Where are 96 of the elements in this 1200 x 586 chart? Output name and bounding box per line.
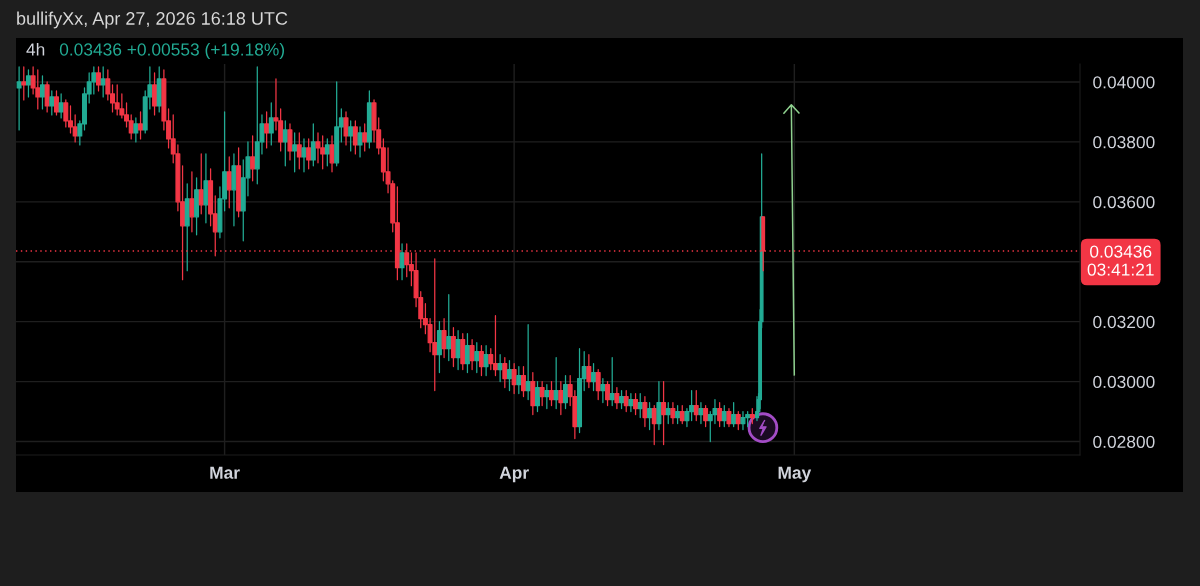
x-tick-label: May (778, 466, 812, 483)
candlestick (726, 407, 732, 428)
candlestick (605, 380, 611, 407)
candlestick (138, 111, 144, 140)
candlestick (731, 401, 737, 428)
candlestick (39, 75, 45, 110)
y-tick-label: 0.03000 (1093, 375, 1155, 389)
candlestick (502, 356, 508, 389)
candlestick (287, 123, 293, 161)
chart-subtitle: 0.03436 +0.00553 (+19.18%) (59, 42, 284, 60)
candlestick (474, 342, 480, 374)
candlestick (717, 401, 723, 428)
candlestick (25, 69, 31, 98)
candlestick (203, 153, 209, 224)
y-tick-label: 0.02800 (1093, 435, 1155, 448)
candlestick (268, 102, 274, 146)
candlestick (44, 81, 50, 113)
candlestick (329, 135, 335, 173)
candlestick (698, 401, 704, 425)
candlestick (497, 354, 503, 383)
y-tick-label: 0.04000 (1093, 76, 1155, 89)
candlestick (348, 120, 354, 152)
candlestick (352, 120, 358, 155)
candlestick (334, 81, 340, 167)
candlestick (544, 383, 550, 410)
candlestick (647, 401, 653, 431)
candlestick (366, 90, 372, 149)
candlestick (520, 365, 526, 398)
x-tick-label: Mar (210, 466, 240, 479)
candlestick (399, 243, 405, 281)
candlestick (595, 368, 601, 401)
candlestick (511, 362, 517, 395)
candlestick (21, 66, 27, 101)
y-tick-label: 0.03800 (1093, 136, 1155, 149)
candlestick (549, 380, 554, 407)
candlestick (577, 348, 583, 434)
candlestick (441, 318, 447, 359)
candlestick (189, 171, 195, 233)
candlestick (58, 93, 64, 119)
candlestick (310, 123, 316, 167)
candlestick (600, 377, 606, 404)
candlestick (301, 138, 307, 173)
candlestick (506, 359, 512, 392)
candlestick (740, 410, 746, 431)
candlestick (675, 404, 681, 425)
candlestick (661, 380, 667, 446)
candlestick (152, 72, 158, 116)
candlestick (343, 111, 349, 146)
chart-title: 4h (26, 42, 45, 56)
candlestick (633, 392, 639, 416)
candlestick (455, 330, 461, 371)
candlestick (254, 66, 260, 185)
y-tick-label: 0.03600 (1093, 195, 1155, 209)
candlestick (591, 362, 597, 392)
x-tick-label: Apr (499, 466, 529, 483)
candlestick (586, 354, 592, 389)
candlestick (703, 404, 709, 428)
y-tick-label: 0.03200 (1093, 315, 1155, 329)
candlestick (642, 395, 648, 428)
candlestick (357, 126, 363, 158)
candlestick (478, 345, 484, 377)
candlestick (749, 407, 755, 425)
candlestick (628, 392, 634, 413)
candlestick (264, 111, 270, 149)
candlestick (516, 365, 522, 395)
candlestick (35, 69, 41, 110)
candlestick (670, 401, 676, 425)
candlestick (530, 371, 536, 416)
candlestick (49, 90, 55, 116)
candlestick (563, 374, 569, 410)
candlestick (16, 66, 22, 131)
candlestick (133, 117, 139, 143)
candlestick (464, 333, 470, 374)
candlestick (53, 90, 59, 116)
candlestick (292, 132, 298, 173)
candlestick (96, 66, 101, 92)
candlestick (436, 321, 442, 374)
candlestick (460, 333, 466, 371)
candlestick (231, 153, 237, 227)
candlestick (619, 389, 625, 410)
candlestick (250, 135, 256, 182)
candlestick (534, 380, 540, 413)
candlestick (614, 386, 620, 410)
candlestick (483, 345, 489, 377)
candlestick (194, 177, 200, 236)
candlestick (656, 380, 662, 431)
candlestick (114, 84, 120, 116)
candlestick (558, 380, 564, 416)
candlestick (236, 147, 242, 218)
text: bullifyXx, Apr 27, 2026 16:18 UTC (17, 11, 288, 29)
candlestick (446, 294, 452, 362)
ref-line-label: 0.03436 03:41:21 (1087, 245, 1154, 276)
candlestick (469, 339, 475, 371)
candlestick (362, 123, 368, 152)
candlestick (306, 138, 312, 170)
candlestick (450, 327, 456, 368)
